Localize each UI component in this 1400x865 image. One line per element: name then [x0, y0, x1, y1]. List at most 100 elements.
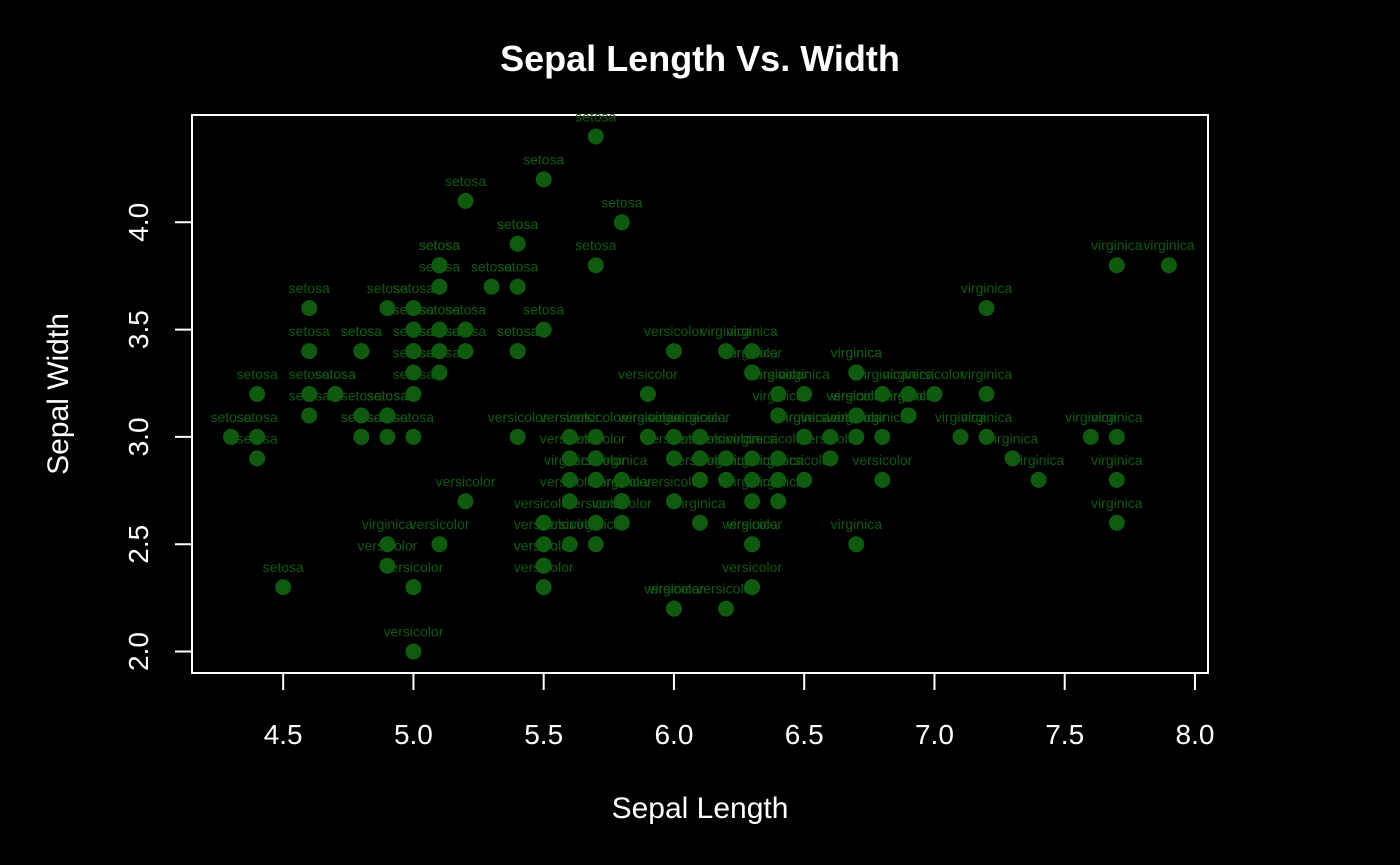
data-point — [874, 428, 891, 445]
data-point — [613, 514, 630, 531]
point-label: setosa — [419, 302, 460, 318]
point-label: setosa — [210, 409, 251, 425]
data-point — [744, 493, 761, 510]
point-label: setosa — [601, 194, 642, 210]
point-label: virginica — [857, 366, 909, 382]
data-point — [822, 428, 839, 445]
x-tick-label: 6.5 — [785, 719, 824, 750]
point-label: virginica — [726, 516, 778, 532]
data-point — [692, 428, 708, 445]
point-label: virginica — [987, 430, 1039, 446]
point-label: versicolor — [383, 624, 443, 640]
data-point — [587, 471, 604, 488]
point-label: setosa — [575, 237, 616, 253]
data-point — [770, 493, 787, 510]
point-label: virginica — [570, 516, 622, 532]
point-label: versicolor — [826, 409, 886, 425]
point-label: versicolor — [800, 409, 860, 425]
point-label: virginica — [648, 581, 700, 597]
point-label: versicolor — [357, 538, 417, 554]
point-label: setosa — [237, 366, 278, 382]
point-label: setosa — [341, 323, 382, 339]
point-label: versicolor — [670, 452, 730, 468]
data-point — [848, 364, 865, 381]
point-label: virginica — [1091, 452, 1143, 468]
point-label: setosa — [289, 323, 330, 339]
point-label: virginica — [674, 409, 726, 425]
point-label: virginica — [1065, 409, 1117, 425]
data-point — [587, 128, 604, 145]
point-label: setosa — [497, 323, 538, 339]
point-label: versicolor — [618, 366, 678, 382]
point-label: virginica — [362, 516, 414, 532]
data-point — [587, 450, 604, 467]
point-label: setosa — [341, 409, 382, 425]
x-axis-title: Sepal Length — [612, 792, 789, 825]
point-label: versicolor — [592, 495, 652, 511]
data-point — [1082, 428, 1099, 445]
point-label: virginica — [1091, 409, 1143, 425]
point-label: virginica — [752, 366, 804, 382]
data-point — [405, 343, 422, 360]
point-label: virginica — [596, 473, 648, 489]
data-point — [952, 428, 969, 445]
data-point — [587, 536, 604, 553]
point-label: virginica — [935, 409, 987, 425]
point-label: versicolor — [696, 581, 756, 597]
data-point — [692, 514, 708, 531]
point-label: virginica — [831, 345, 883, 361]
data-point — [665, 428, 682, 445]
point-label: versicolor — [566, 452, 626, 468]
point-label: setosa — [237, 430, 278, 446]
point-label: versicolor — [514, 538, 574, 554]
data-point — [561, 536, 578, 553]
point-label: virginica — [726, 473, 778, 489]
point-label: versicolor — [540, 473, 600, 489]
y-tick-label: 4.0 — [123, 203, 154, 242]
y-axis: 2.0 2.5 3.0 3.5 4.0 — [123, 203, 193, 671]
point-label: setosa — [497, 216, 538, 232]
data-point — [561, 428, 578, 445]
y-tick-label: 2.5 — [123, 525, 154, 564]
point-label: setosa — [289, 280, 330, 296]
point-label: setosa — [393, 323, 434, 339]
point-label: versicolor — [826, 387, 886, 403]
point-label: versicolor — [670, 430, 730, 446]
data-point — [405, 321, 422, 338]
point-label: virginica — [726, 323, 778, 339]
data-point — [874, 386, 891, 402]
x-tick-label: 5.5 — [524, 719, 563, 750]
point-label: versicolor — [644, 473, 704, 489]
data-point — [457, 321, 474, 338]
data-point — [796, 428, 813, 445]
data-point — [301, 407, 318, 424]
data-point — [1108, 471, 1125, 488]
point-label: versicolor — [905, 366, 965, 382]
data-point — [900, 407, 917, 424]
data-point — [587, 428, 604, 445]
point-label: setosa — [237, 409, 278, 425]
data-point — [744, 579, 761, 596]
data-point — [1160, 257, 1177, 274]
point-label: setosa — [341, 409, 382, 425]
point-label: setosa — [341, 323, 382, 339]
point-label: versicolor — [670, 409, 730, 425]
point-label: virginica — [726, 430, 778, 446]
data-point — [744, 343, 761, 360]
point-label: setosa — [419, 345, 460, 361]
point-label: virginica — [700, 323, 752, 339]
data-point — [978, 428, 995, 445]
point-label: versicolor — [566, 495, 626, 511]
point-label: versicolor — [826, 387, 886, 403]
data-point — [431, 278, 448, 295]
point-label: virginica — [622, 409, 674, 425]
chart-title: Sepal Length Vs. Width — [500, 38, 900, 79]
point-label: versicolor — [514, 559, 574, 575]
point-label: versicolor — [748, 366, 808, 382]
point-label: virginica — [779, 409, 831, 425]
point-label: setosa — [523, 151, 564, 167]
data-point — [379, 557, 396, 574]
data-point — [535, 536, 552, 553]
data-point — [926, 386, 943, 402]
